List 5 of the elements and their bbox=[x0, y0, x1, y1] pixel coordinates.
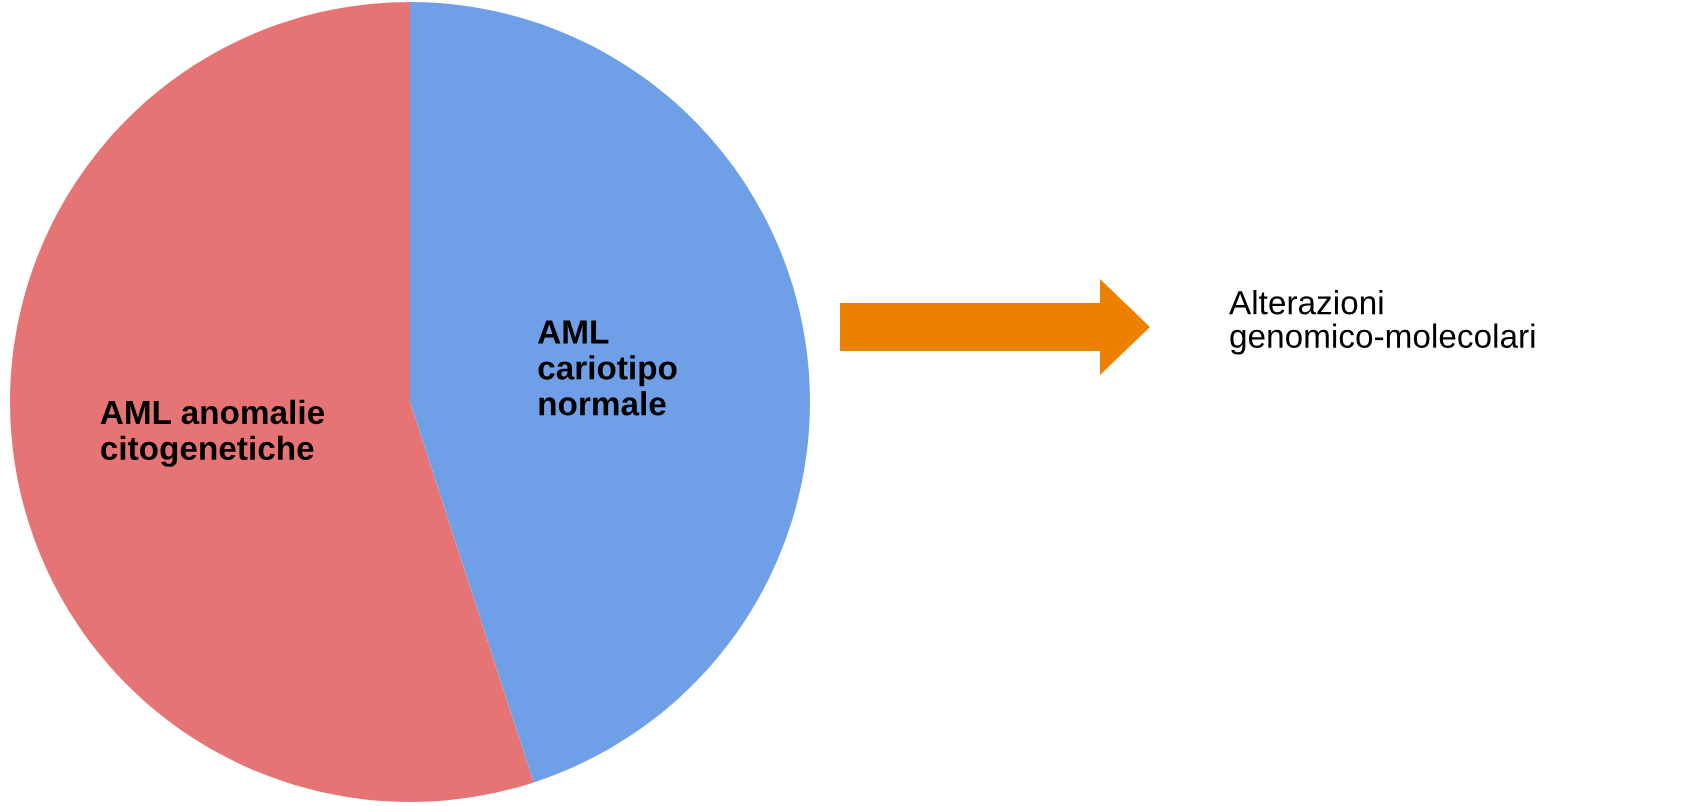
slice-label: AML cariotipo normale bbox=[537, 320, 677, 416]
slice-label: AML anomalie citogenetiche bbox=[100, 399, 325, 467]
pie-slice bbox=[10, 2, 534, 802]
pie-slice bbox=[410, 2, 810, 783]
text: Alterazioni genomico-molecolari bbox=[1229, 290, 1535, 355]
